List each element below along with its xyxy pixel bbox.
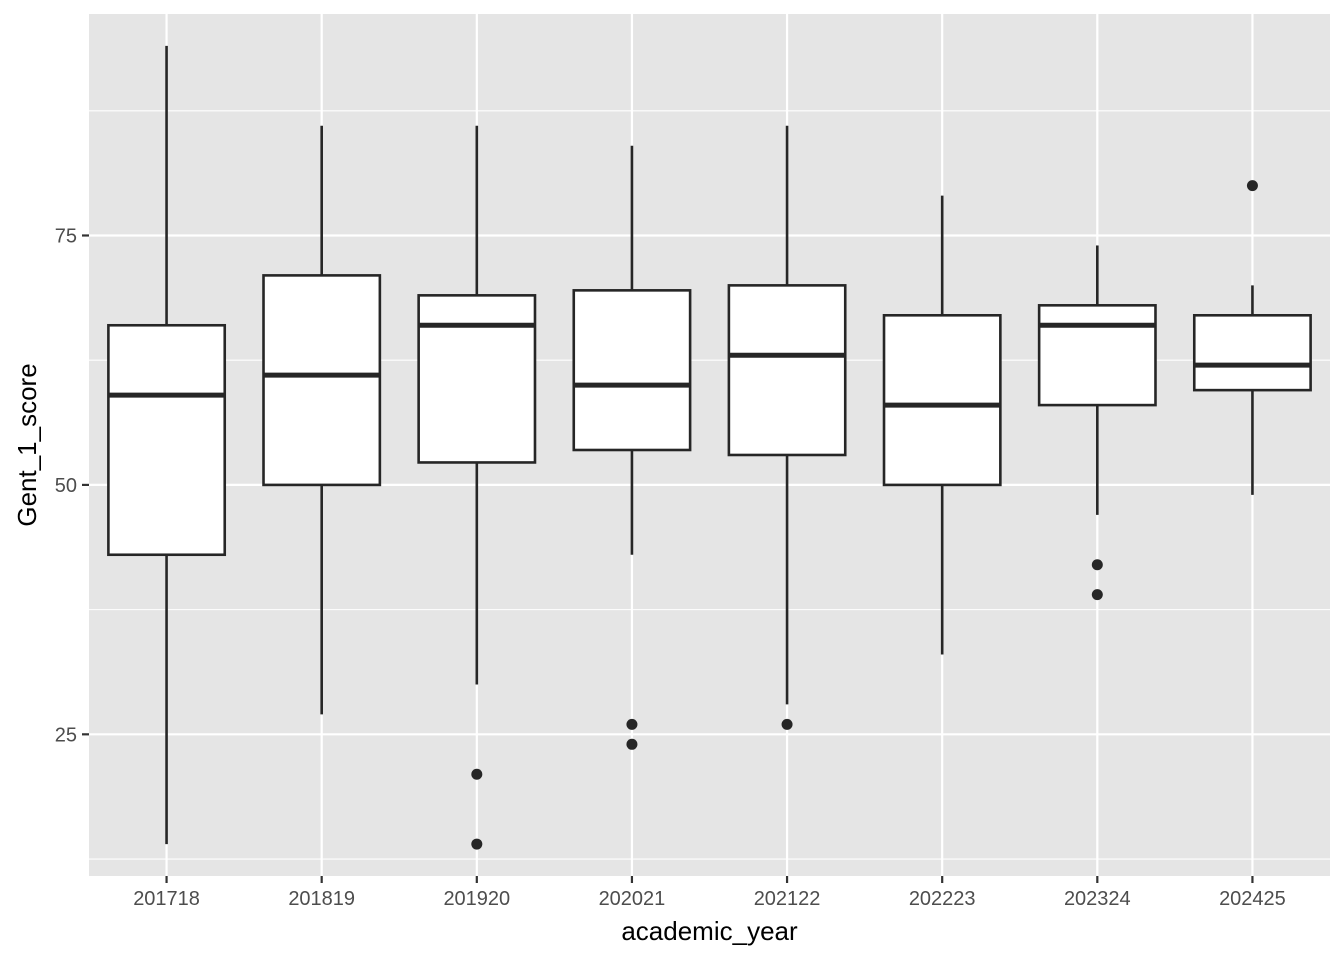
- outlier-point: [471, 768, 483, 780]
- y-tick-label: 50: [55, 475, 77, 497]
- outlier-point: [1091, 589, 1103, 601]
- box-202122: [727, 125, 847, 730]
- y-tick-label: 25: [55, 724, 77, 746]
- outlier-point: [1091, 559, 1103, 571]
- x-tick-label: 202324: [1064, 888, 1131, 910]
- box-iqr: [262, 274, 382, 487]
- box-202324: [1037, 245, 1157, 601]
- outlier-point: [781, 718, 793, 730]
- x-tick-label: 202223: [909, 888, 976, 910]
- box-202425: [1192, 180, 1312, 495]
- x-tick-label: 202122: [754, 888, 821, 910]
- box-202223: [882, 195, 1002, 655]
- outlier-point: [471, 838, 483, 850]
- x-tick-label: 201718: [133, 888, 200, 910]
- box-iqr: [882, 314, 1002, 487]
- box-iqr: [572, 289, 692, 452]
- box-202021: [572, 145, 692, 750]
- box-201819: [262, 125, 382, 715]
- y-axis: 25 50 75: [55, 225, 89, 746]
- outlier-point: [1246, 180, 1258, 192]
- x-tick-label: 201819: [288, 888, 355, 910]
- box-201718: [107, 45, 227, 845]
- box-iqr: [107, 323, 227, 557]
- x-tick-label: 202021: [599, 888, 666, 910]
- x-axis-title: academic_year: [621, 916, 798, 946]
- y-tick-label: 75: [55, 225, 77, 247]
- box-iqr: [1192, 314, 1312, 392]
- outlier-point: [626, 738, 638, 750]
- outlier-point: [626, 718, 638, 730]
- x-tick-label: 202425: [1219, 888, 1286, 910]
- y-axis-title: Gent_1_score: [12, 363, 42, 526]
- box-iqr: [1037, 304, 1157, 407]
- x-tick-label: 201920: [443, 888, 510, 910]
- box-iqr: [727, 284, 847, 457]
- box-201920: [417, 125, 537, 850]
- box-group: [107, 45, 1312, 850]
- box-iqr: [417, 294, 537, 464]
- x-axis: 201718 201819 201920 202021 202122 202223 2023…: [133, 876, 1286, 910]
